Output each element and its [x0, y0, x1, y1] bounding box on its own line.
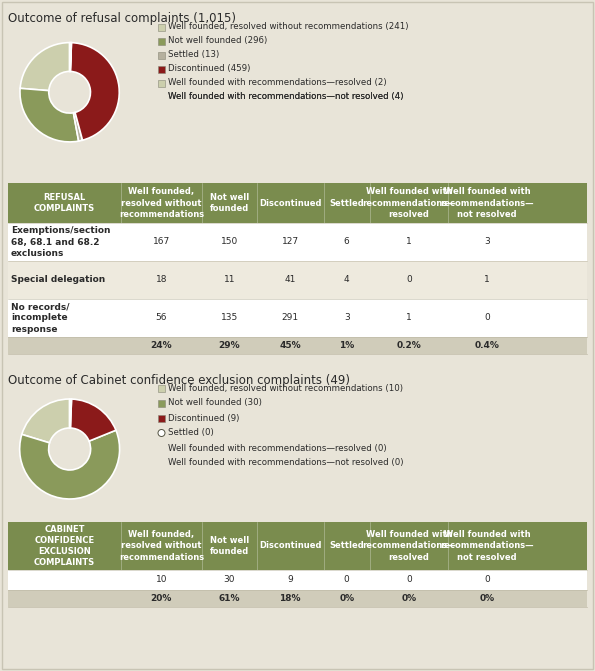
Bar [158, 93, 166, 101]
Wedge shape [20, 43, 70, 91]
Text: 0.2%: 0.2% [397, 341, 421, 350]
Text: 0%: 0% [339, 594, 354, 603]
Text: Well founded with recommendations—not resolved (4): Well founded with recommendations—not re… [168, 93, 403, 101]
Text: Well founded, resolved without recommendations (241): Well founded, resolved without recommend… [168, 23, 409, 32]
Text: Well founded with recommendations—not resolved (0): Well founded with recommendations—not re… [168, 458, 403, 468]
Bar [158, 93, 165, 101]
Text: Not well founded (30): Not well founded (30) [168, 399, 262, 407]
Text: 1%: 1% [339, 341, 355, 350]
Text: Not well
founded: Not well founded [210, 193, 249, 213]
Text: Discontinued (459): Discontinued (459) [168, 64, 250, 74]
Text: 0: 0 [484, 576, 490, 584]
Text: 1: 1 [484, 276, 490, 285]
Text: Well founded with recommendations—not resolved (4): Well founded with recommendations—not re… [168, 93, 403, 101]
Wedge shape [73, 113, 83, 141]
Text: 11: 11 [224, 276, 235, 285]
Wedge shape [20, 430, 120, 499]
Text: Exemptions/section
68, 68.1 and 68.2
exclusions: Exemptions/section 68, 68.1 and 68.2 exc… [11, 226, 111, 258]
Text: Discontinued: Discontinued [259, 541, 321, 550]
Bar [158, 23, 165, 30]
Wedge shape [70, 43, 71, 71]
Text: 3: 3 [484, 238, 490, 246]
Text: 10: 10 [156, 576, 167, 584]
Text: No records/
incomplete
response: No records/ incomplete response [11, 303, 70, 333]
Wedge shape [70, 43, 71, 71]
Text: CABINET
CONFIDENCE
EXCLUSION
COMPLAINTS: CABINET CONFIDENCE EXCLUSION COMPLAINTS [34, 525, 95, 567]
Text: Settled: Settled [330, 541, 364, 550]
Text: Special delegation: Special delegation [11, 276, 105, 285]
Bar [158, 52, 165, 58]
Bar [158, 38, 165, 44]
Text: Well founded, resolved without recommendations (10): Well founded, resolved without recommend… [168, 384, 403, 393]
Text: 0%: 0% [402, 594, 416, 603]
Wedge shape [22, 399, 70, 443]
Text: 0: 0 [406, 276, 412, 285]
Text: 6: 6 [344, 238, 350, 246]
Bar [8, 337, 587, 354]
Text: 61%: 61% [219, 594, 240, 603]
Text: 0%: 0% [480, 594, 494, 603]
Bar [8, 261, 587, 299]
Text: 1: 1 [406, 313, 412, 323]
Wedge shape [70, 43, 119, 140]
Text: Not well founded (296): Not well founded (296) [168, 36, 267, 46]
Text: 45%: 45% [280, 341, 301, 350]
Text: 30: 30 [224, 576, 235, 584]
Bar [8, 522, 587, 570]
Text: Settled (13): Settled (13) [168, 50, 219, 60]
Text: Not well
founded: Not well founded [210, 536, 249, 556]
Bar [8, 570, 587, 590]
Bar [8, 299, 587, 337]
Text: 29%: 29% [218, 341, 240, 350]
Text: 0: 0 [344, 576, 350, 584]
Text: 4: 4 [344, 276, 349, 285]
Bar [8, 223, 587, 261]
Text: Well founded,
resolved without
recommendations: Well founded, resolved without recommend… [119, 530, 204, 562]
Text: Outcome of refusal complaints (1,015): Outcome of refusal complaints (1,015) [8, 12, 236, 25]
Text: 41: 41 [284, 276, 296, 285]
Text: 9: 9 [287, 576, 293, 584]
Bar [8, 590, 587, 607]
Text: Discontinued: Discontinued [259, 199, 321, 207]
Text: Well founded with
recommendations—
not resolved: Well founded with recommendations— not r… [440, 187, 534, 219]
Circle shape [158, 429, 165, 437]
Text: REFUSAL
COMPLAINTS: REFUSAL COMPLAINTS [34, 193, 95, 213]
Text: 0.4%: 0.4% [475, 341, 500, 350]
Text: 18: 18 [156, 276, 167, 285]
Text: 24%: 24% [151, 341, 172, 350]
Bar [158, 79, 165, 87]
Wedge shape [20, 89, 79, 142]
Wedge shape [70, 399, 71, 428]
Text: Well founded,
resolved without
recommendations: Well founded, resolved without recommend… [119, 187, 204, 219]
Text: Well founded with recommendations—resolved (0): Well founded with recommendations—resolv… [168, 444, 387, 452]
Text: Well founded with recommendations—resolved (2): Well founded with recommendations—resolv… [168, 79, 387, 87]
Bar [158, 399, 165, 407]
Bar [158, 384, 165, 391]
Text: 18%: 18% [280, 594, 301, 603]
Text: 167: 167 [153, 238, 170, 246]
Text: 135: 135 [221, 313, 238, 323]
Text: Settled (0): Settled (0) [168, 429, 214, 437]
Bar [158, 66, 165, 72]
Text: 1: 1 [406, 238, 412, 246]
Text: 3: 3 [344, 313, 350, 323]
Text: 20%: 20% [151, 594, 172, 603]
Text: Well founded with
recommendations—
resolved: Well founded with recommendations— resol… [362, 187, 456, 219]
Text: 0: 0 [484, 313, 490, 323]
Text: Outcome of Cabinet confidence exclusion complaints (49): Outcome of Cabinet confidence exclusion … [8, 374, 350, 387]
Text: 150: 150 [221, 238, 238, 246]
Bar [158, 415, 165, 421]
Text: Settled: Settled [330, 199, 364, 207]
Wedge shape [70, 399, 116, 441]
Text: Discontinued (9): Discontinued (9) [168, 413, 239, 423]
Text: 127: 127 [281, 238, 299, 246]
Text: Well founded with
recommendations—
resolved: Well founded with recommendations— resol… [362, 530, 456, 562]
Text: 0: 0 [406, 576, 412, 584]
Text: 56: 56 [156, 313, 167, 323]
Text: 291: 291 [281, 313, 299, 323]
Text: Well founded with
recommendations—
not resolved: Well founded with recommendations— not r… [440, 530, 534, 562]
Bar [8, 183, 587, 223]
